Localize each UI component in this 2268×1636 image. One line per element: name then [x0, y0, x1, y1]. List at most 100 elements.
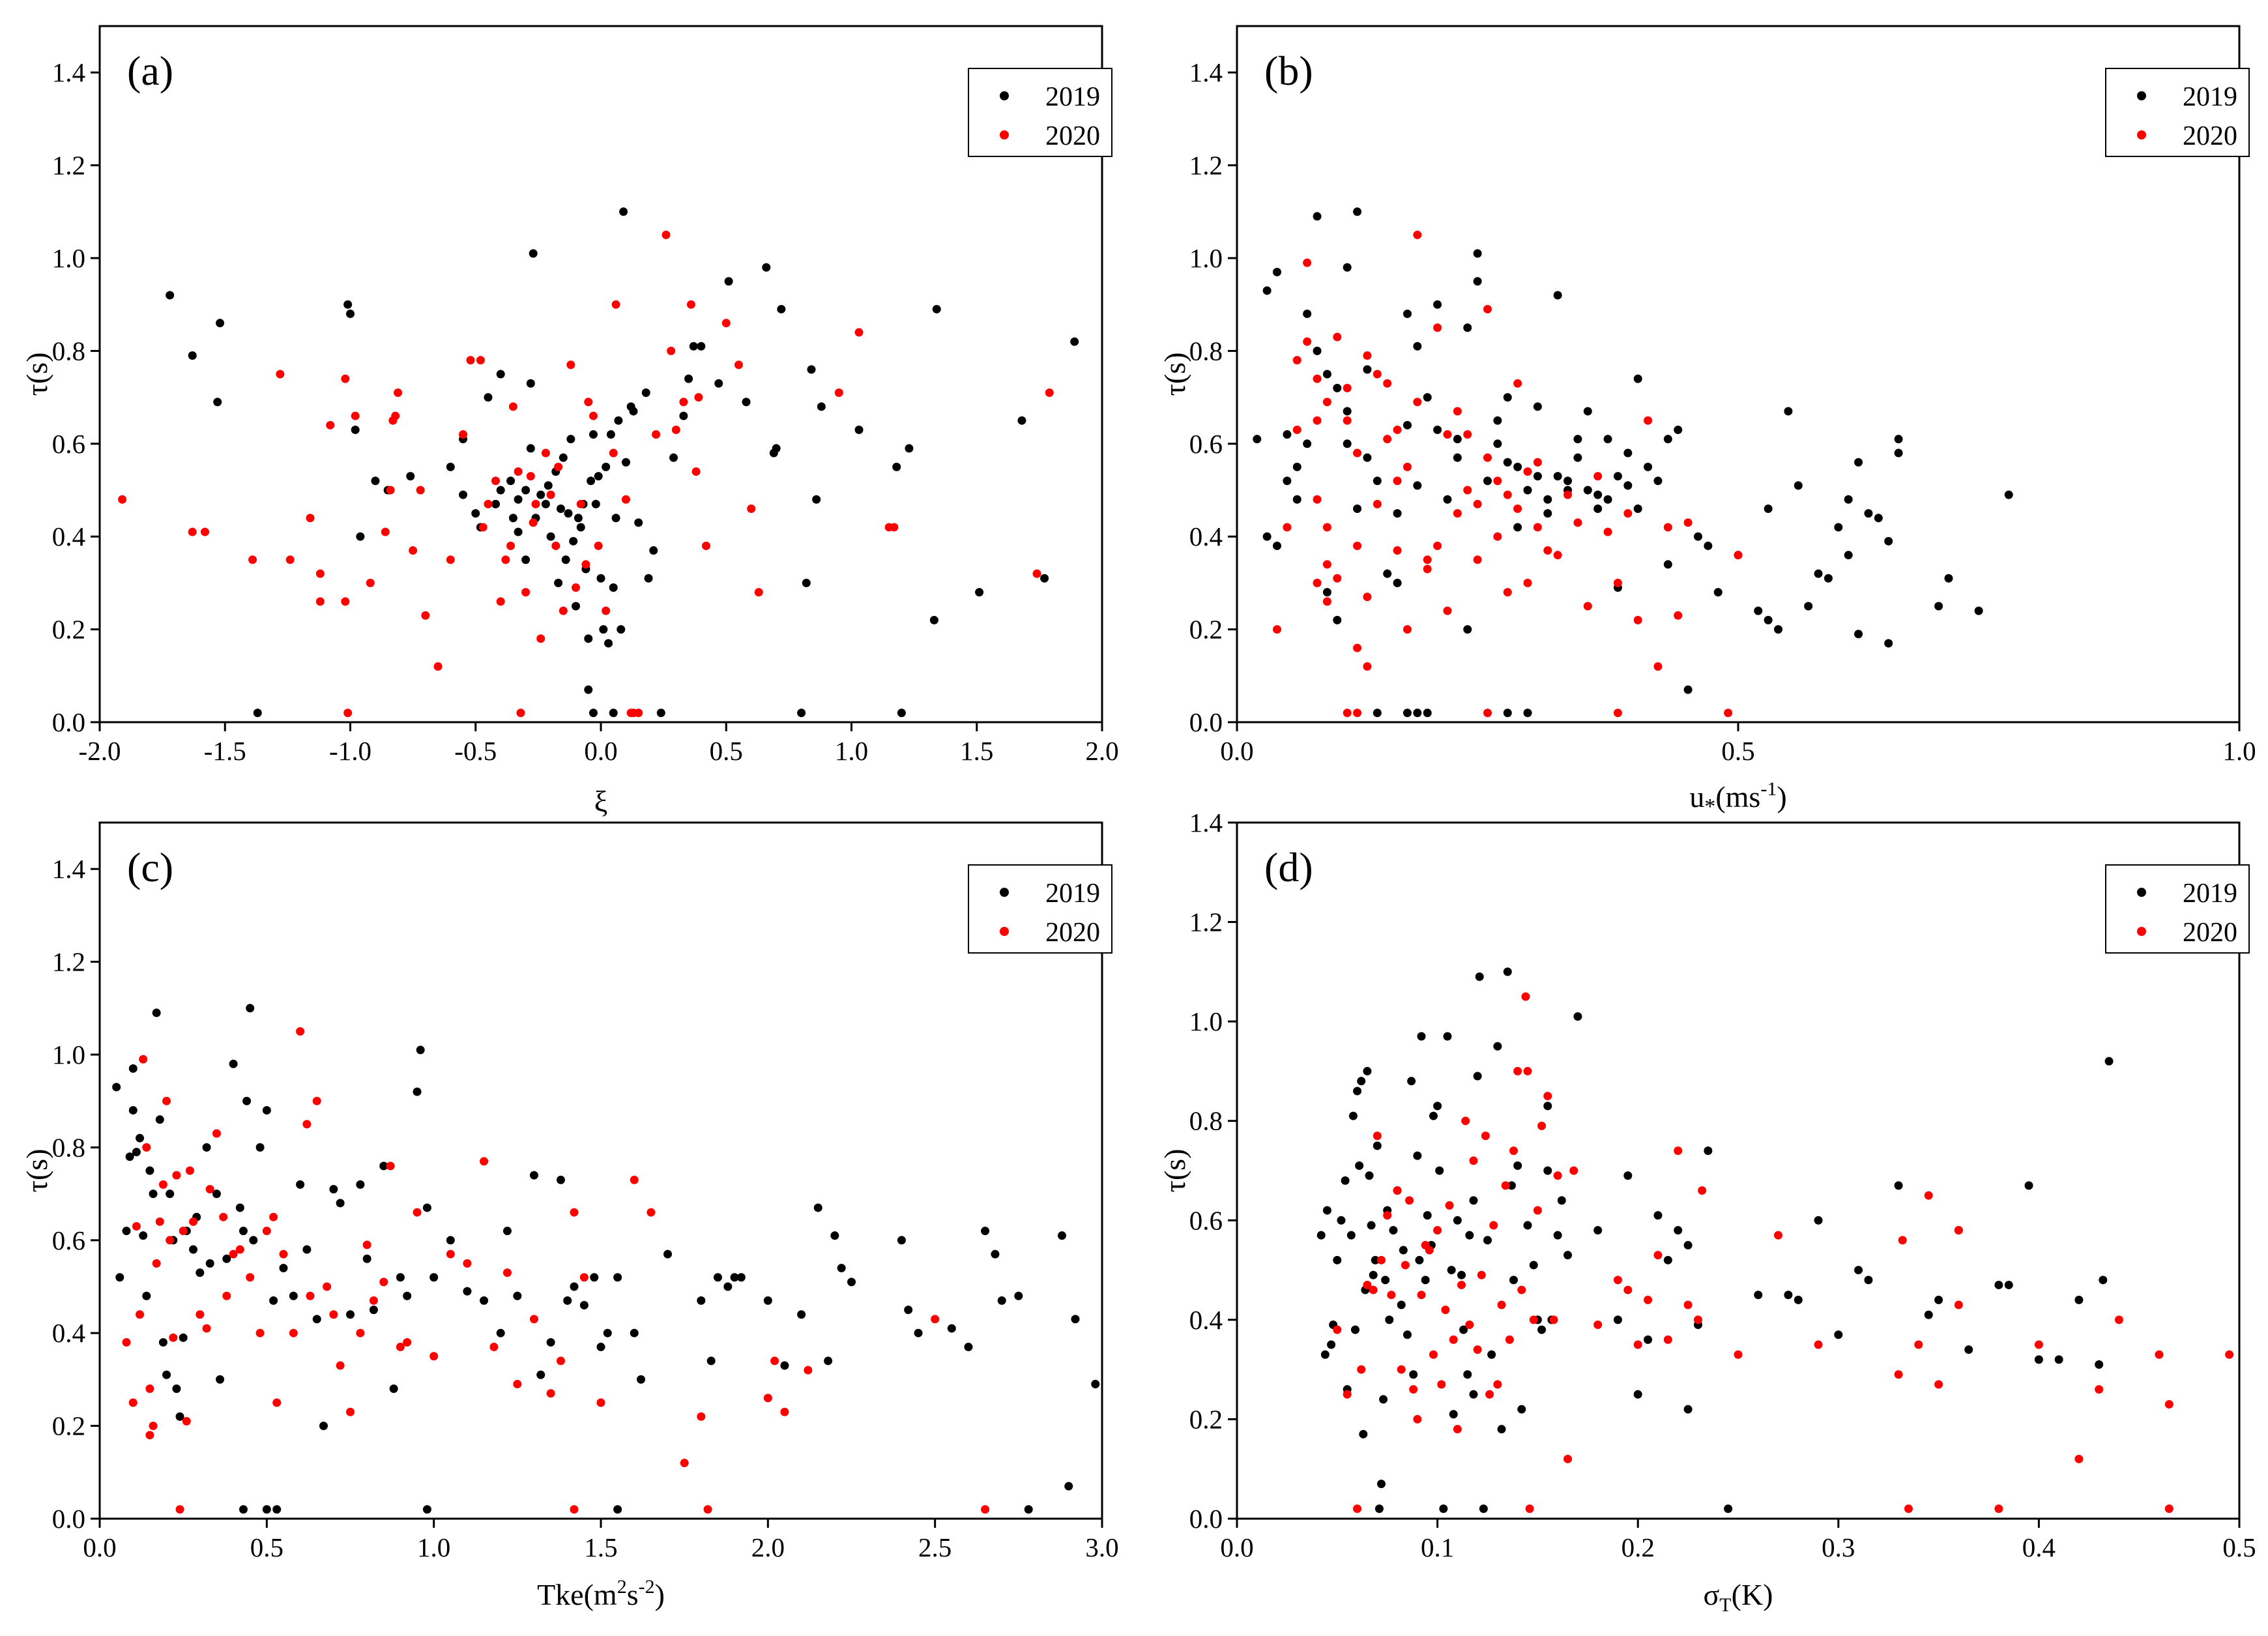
- point-2019-b: [1433, 300, 1442, 309]
- legend-label-2019-c: 2019: [1045, 879, 1100, 909]
- point-2019-b: [1774, 625, 1783, 634]
- point-2020-d: [1441, 1306, 1450, 1315]
- point-2020-d: [1453, 1425, 1462, 1434]
- point-2020-d: [1363, 1280, 1372, 1289]
- point-2020-c: [302, 1120, 312, 1129]
- point-2019-d: [1463, 1370, 1472, 1379]
- point-2020-d: [1623, 1285, 1633, 1294]
- point-2020-c: [981, 1505, 990, 1514]
- point-2019-b: [1262, 532, 1272, 541]
- point-2019-a: [574, 514, 583, 523]
- point-2020-c: [312, 1096, 321, 1105]
- point-2020-c: [262, 1227, 271, 1236]
- point-2019-b: [1944, 574, 1953, 583]
- point-2019-d: [1429, 1111, 1438, 1120]
- point-2019-c: [904, 1306, 913, 1315]
- point-2019-b: [1563, 476, 1573, 486]
- point-2019-b: [1523, 486, 1532, 495]
- point-2020-c: [128, 1398, 138, 1407]
- point-2020-c: [272, 1398, 282, 1407]
- point-2019-b: [1884, 639, 1893, 648]
- point-2020-c: [429, 1352, 439, 1361]
- point-2019-d: [1553, 1231, 1562, 1240]
- point-2020-d: [1489, 1221, 1498, 1230]
- point-2020-d: [1517, 1285, 1526, 1294]
- point-2020-d: [1393, 1186, 1402, 1195]
- legend-marker-2019-a: [1000, 91, 1009, 100]
- point-2020-d: [2114, 1315, 2123, 1324]
- point-2019-c: [596, 1343, 605, 1352]
- point-2019-d: [1814, 1216, 1823, 1225]
- point-2020-a: [506, 541, 516, 550]
- legend-label-2020-c: 2020: [1045, 918, 1100, 948]
- point-2020-d: [1477, 1270, 1486, 1279]
- point-2020-c: [289, 1328, 298, 1337]
- point-2019-c: [262, 1505, 271, 1514]
- y-tick-label-b: 1.0: [1189, 243, 1223, 273]
- point-2020-a: [890, 523, 899, 532]
- point-2019-c: [613, 1273, 622, 1282]
- point-2020-a: [671, 425, 680, 434]
- point-2020-a: [248, 555, 257, 564]
- x-tick-label-d: 0.3: [1822, 1532, 1855, 1562]
- point-2020-c: [142, 1143, 151, 1152]
- point-2019-a: [684, 374, 693, 383]
- point-2019-c: [897, 1236, 906, 1245]
- point-2019-a: [566, 435, 575, 444]
- y-tick-label-c: 1.4: [52, 854, 85, 884]
- point-2019-c: [416, 1045, 425, 1055]
- point-2020-b: [1292, 356, 1301, 365]
- point-2019-b: [1894, 448, 1903, 458]
- point-2020-c: [804, 1366, 813, 1375]
- point-2019-c: [216, 1375, 225, 1384]
- point-2019-a: [932, 304, 941, 314]
- point-2020-a: [634, 708, 643, 718]
- point-2020-a: [754, 588, 763, 597]
- point-2019-b: [1644, 462, 1653, 471]
- point-2019-d: [1503, 967, 1512, 976]
- point-2019-c: [128, 1105, 138, 1115]
- point-2019-b: [2004, 490, 2013, 499]
- point-2019-b: [1573, 435, 1582, 444]
- point-2019-b: [1493, 439, 1502, 448]
- point-2019-d: [1894, 1181, 1903, 1190]
- point-2019-a: [589, 430, 598, 439]
- point-2019-a: [471, 509, 480, 518]
- point-2019-c: [763, 1296, 772, 1305]
- point-2019-b: [1804, 602, 1813, 611]
- point-2019-d: [1994, 1280, 2003, 1289]
- point-2020-b: [1383, 379, 1392, 388]
- point-2019-c: [730, 1273, 739, 1282]
- point-2020-c: [329, 1310, 338, 1319]
- point-2020-a: [546, 490, 555, 499]
- x-axis-label-a: ξ: [594, 785, 608, 818]
- point-2020-a: [315, 597, 325, 606]
- point-2020-a: [541, 448, 550, 458]
- point-2019-c: [122, 1227, 131, 1236]
- point-2019-b: [1653, 476, 1663, 486]
- point-2019-b: [1864, 509, 1873, 518]
- point-2020-c: [556, 1356, 565, 1366]
- point-2020-a: [701, 541, 710, 550]
- point-2019-a: [536, 490, 545, 499]
- point-2019-d: [1683, 1405, 1693, 1414]
- point-2019-a: [1070, 337, 1079, 346]
- point-2020-a: [594, 541, 603, 550]
- point-2019-d: [1593, 1226, 1603, 1235]
- point-2020-d: [2225, 1350, 2234, 1359]
- point-2019-c: [697, 1296, 706, 1305]
- point-2019-a: [714, 379, 723, 388]
- point-2019-a: [188, 351, 197, 360]
- point-2020-c: [570, 1505, 579, 1514]
- point-2019-b: [1413, 481, 1422, 490]
- point-2019-a: [526, 444, 535, 453]
- point-2020-b: [1353, 708, 1362, 718]
- point-2020-b: [1734, 551, 1743, 560]
- panel-c: (c) Tke(m2s-2) τ(s) 0.0 0.5 1.0 1.5 2.0 2.5 3.…: [20, 821, 1119, 1611]
- point-2019-a: [604, 639, 613, 648]
- point-2020-a: [721, 319, 731, 328]
- point-2020-c: [647, 1208, 656, 1217]
- point-2020-a: [341, 597, 350, 606]
- x-tick-label-a: 2.0: [1085, 736, 1118, 766]
- point-2019-d: [1557, 1196, 1566, 1205]
